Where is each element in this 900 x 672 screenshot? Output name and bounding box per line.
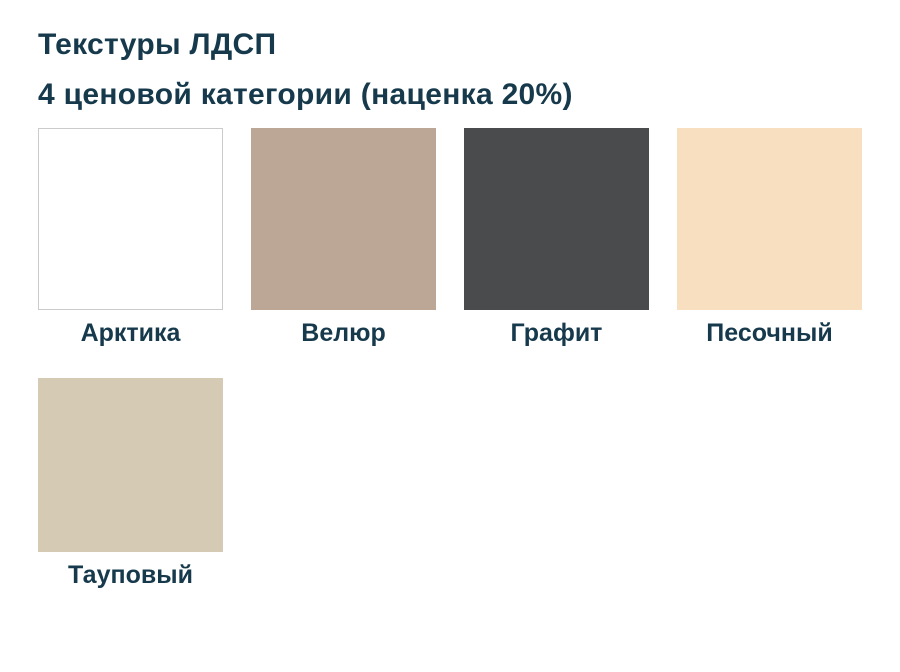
swatch-arktika <box>38 128 223 310</box>
swatch-velyur <box>251 128 436 310</box>
swatch-cell-arktika: Арктика <box>38 128 223 349</box>
page-title-line-1: Текстуры ЛДСП <box>38 28 277 61</box>
swatch-label-velyur: Велюр <box>301 319 386 347</box>
swatch-label-arktika: Арктика <box>80 319 181 347</box>
swatch-cell-taupovy: Тауповый <box>38 378 223 591</box>
swatch-taupovy <box>38 378 223 552</box>
swatch-cell-velyur: Велюр <box>251 128 436 349</box>
swatch-cell-pesochny: Песочный <box>677 128 862 349</box>
swatch-cell-grafit: Графит <box>464 128 649 349</box>
page-title: Текстуры ЛДСП 4 ценовой категории (нацен… <box>38 20 573 120</box>
page-title-line-2: 4 ценовой категории (наценка 20%) <box>38 78 573 111</box>
swatch-label-pesochny: Песочный <box>706 319 833 347</box>
swatch-grafit <box>464 128 649 310</box>
swatch-label-taupovy: Тауповый <box>68 561 193 589</box>
swatch-pesochny <box>677 128 862 310</box>
swatch-label-grafit: Графит <box>510 319 603 347</box>
